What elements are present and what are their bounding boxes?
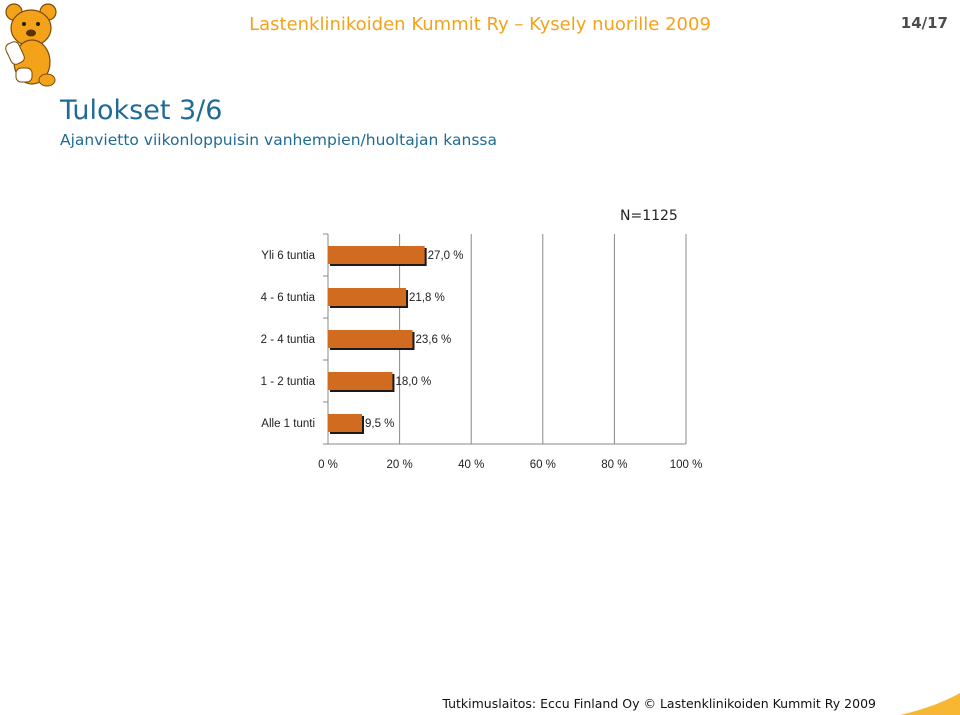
footer-credit: Tutkimuslaitos: Eccu Finland Oy © Lasten… <box>442 696 876 711</box>
teddy-bear-logo <box>5 3 57 87</box>
category-label: 4 - 6 tuntia <box>261 292 316 304</box>
data-label: 23,6 % <box>415 334 451 346</box>
category-label: Alle 1 tunti <box>261 418 315 430</box>
data-label: 27,0 % <box>428 250 464 262</box>
x-tick-label: 80 % <box>601 459 627 471</box>
x-tick-label: 100 % <box>670 459 703 471</box>
slide-subtitle: Ajanvietto viikonloppuisin vanhempien/hu… <box>60 131 497 149</box>
bar <box>328 330 413 348</box>
bar <box>328 414 363 432</box>
bar <box>328 246 425 264</box>
x-tick-label: 0 % <box>318 459 338 471</box>
bar <box>328 372 393 390</box>
corner-decoration <box>900 693 960 715</box>
slide-title: Tulokset 3/6 <box>60 95 223 126</box>
x-tick-label: 20 % <box>386 459 412 471</box>
x-tick-label: 60 % <box>530 459 556 471</box>
page-number: 14/17 <box>900 14 948 32</box>
category-label: Yli 6 tuntia <box>261 250 315 262</box>
category-label: 1 - 2 tuntia <box>261 376 316 388</box>
header-title: Lastenklinikoiden Kummit Ry – Kysely nuo… <box>249 14 711 35</box>
category-label: 2 - 4 tuntia <box>261 334 316 346</box>
sample-size-label: N=1125 <box>620 208 678 224</box>
bar <box>328 288 407 306</box>
data-label: 18,0 % <box>395 376 431 388</box>
data-label: 9,5 % <box>365 418 394 430</box>
data-label: 21,8 % <box>409 292 445 304</box>
x-tick-label: 40 % <box>458 459 484 471</box>
